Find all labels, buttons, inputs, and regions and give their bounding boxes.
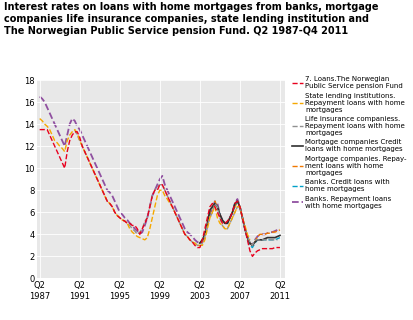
Text: Interest rates on loans with home mortgages from banks, mortgage
companies life : Interest rates on loans with home mortga…: [4, 2, 379, 36]
Legend: 7. Loans.The Norwegian
Public Service pension Fund, State lending institutions.
: 7. Loans.The Norwegian Public Service pe…: [292, 76, 406, 209]
